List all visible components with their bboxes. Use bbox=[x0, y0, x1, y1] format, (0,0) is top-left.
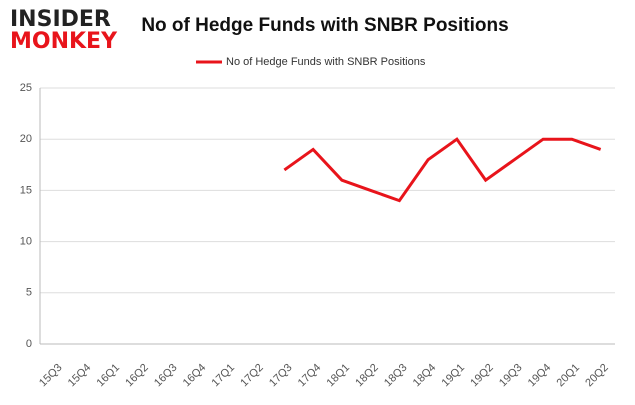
x-tick-label: 19Q1 bbox=[440, 362, 468, 390]
x-tick-label: 18Q4 bbox=[411, 362, 439, 390]
x-tick-label: 20Q2 bbox=[583, 362, 611, 390]
x-tick-label: 16Q3 bbox=[152, 362, 180, 390]
x-tick-label: 16Q4 bbox=[181, 362, 209, 390]
x-tick-label: 17Q1 bbox=[210, 362, 238, 390]
legend-label: No of Hedge Funds with SNBR Positions bbox=[226, 56, 426, 68]
chart-title: No of Hedge Funds with SNBR Positions bbox=[141, 15, 508, 36]
data-line bbox=[283, 137, 602, 203]
x-tick-label: 19Q2 bbox=[468, 362, 496, 390]
x-tick-label: 18Q1 bbox=[325, 362, 353, 390]
x-tick-label: 19Q3 bbox=[497, 362, 525, 390]
y-tick-label: 5 bbox=[26, 287, 32, 299]
x-tick-label: 18Q2 bbox=[353, 362, 381, 390]
y-tick-label: 25 bbox=[20, 82, 32, 94]
logo-bottom: MONKEY bbox=[10, 29, 118, 54]
x-tick-label: 17Q4 bbox=[296, 362, 324, 390]
logo-top: INSIDER bbox=[10, 7, 111, 32]
y-tick-label: 15 bbox=[20, 184, 32, 196]
x-tick-label: 17Q3 bbox=[267, 362, 295, 390]
x-tick-label: 19Q4 bbox=[526, 362, 554, 390]
x-tick-label: 18Q3 bbox=[382, 362, 410, 390]
x-tick-label: 15Q3 bbox=[37, 362, 65, 390]
y-tick-label: 10 bbox=[20, 236, 32, 248]
x-tick-label: 17Q2 bbox=[238, 362, 266, 390]
x-tick-label: 15Q4 bbox=[66, 362, 94, 390]
x-tick-label: 20Q1 bbox=[555, 362, 583, 390]
y-tick-label: 0 bbox=[26, 338, 32, 350]
y-tick-label: 20 bbox=[20, 133, 32, 145]
x-tick-label: 16Q1 bbox=[95, 362, 123, 390]
x-tick-label: 16Q2 bbox=[123, 362, 151, 390]
